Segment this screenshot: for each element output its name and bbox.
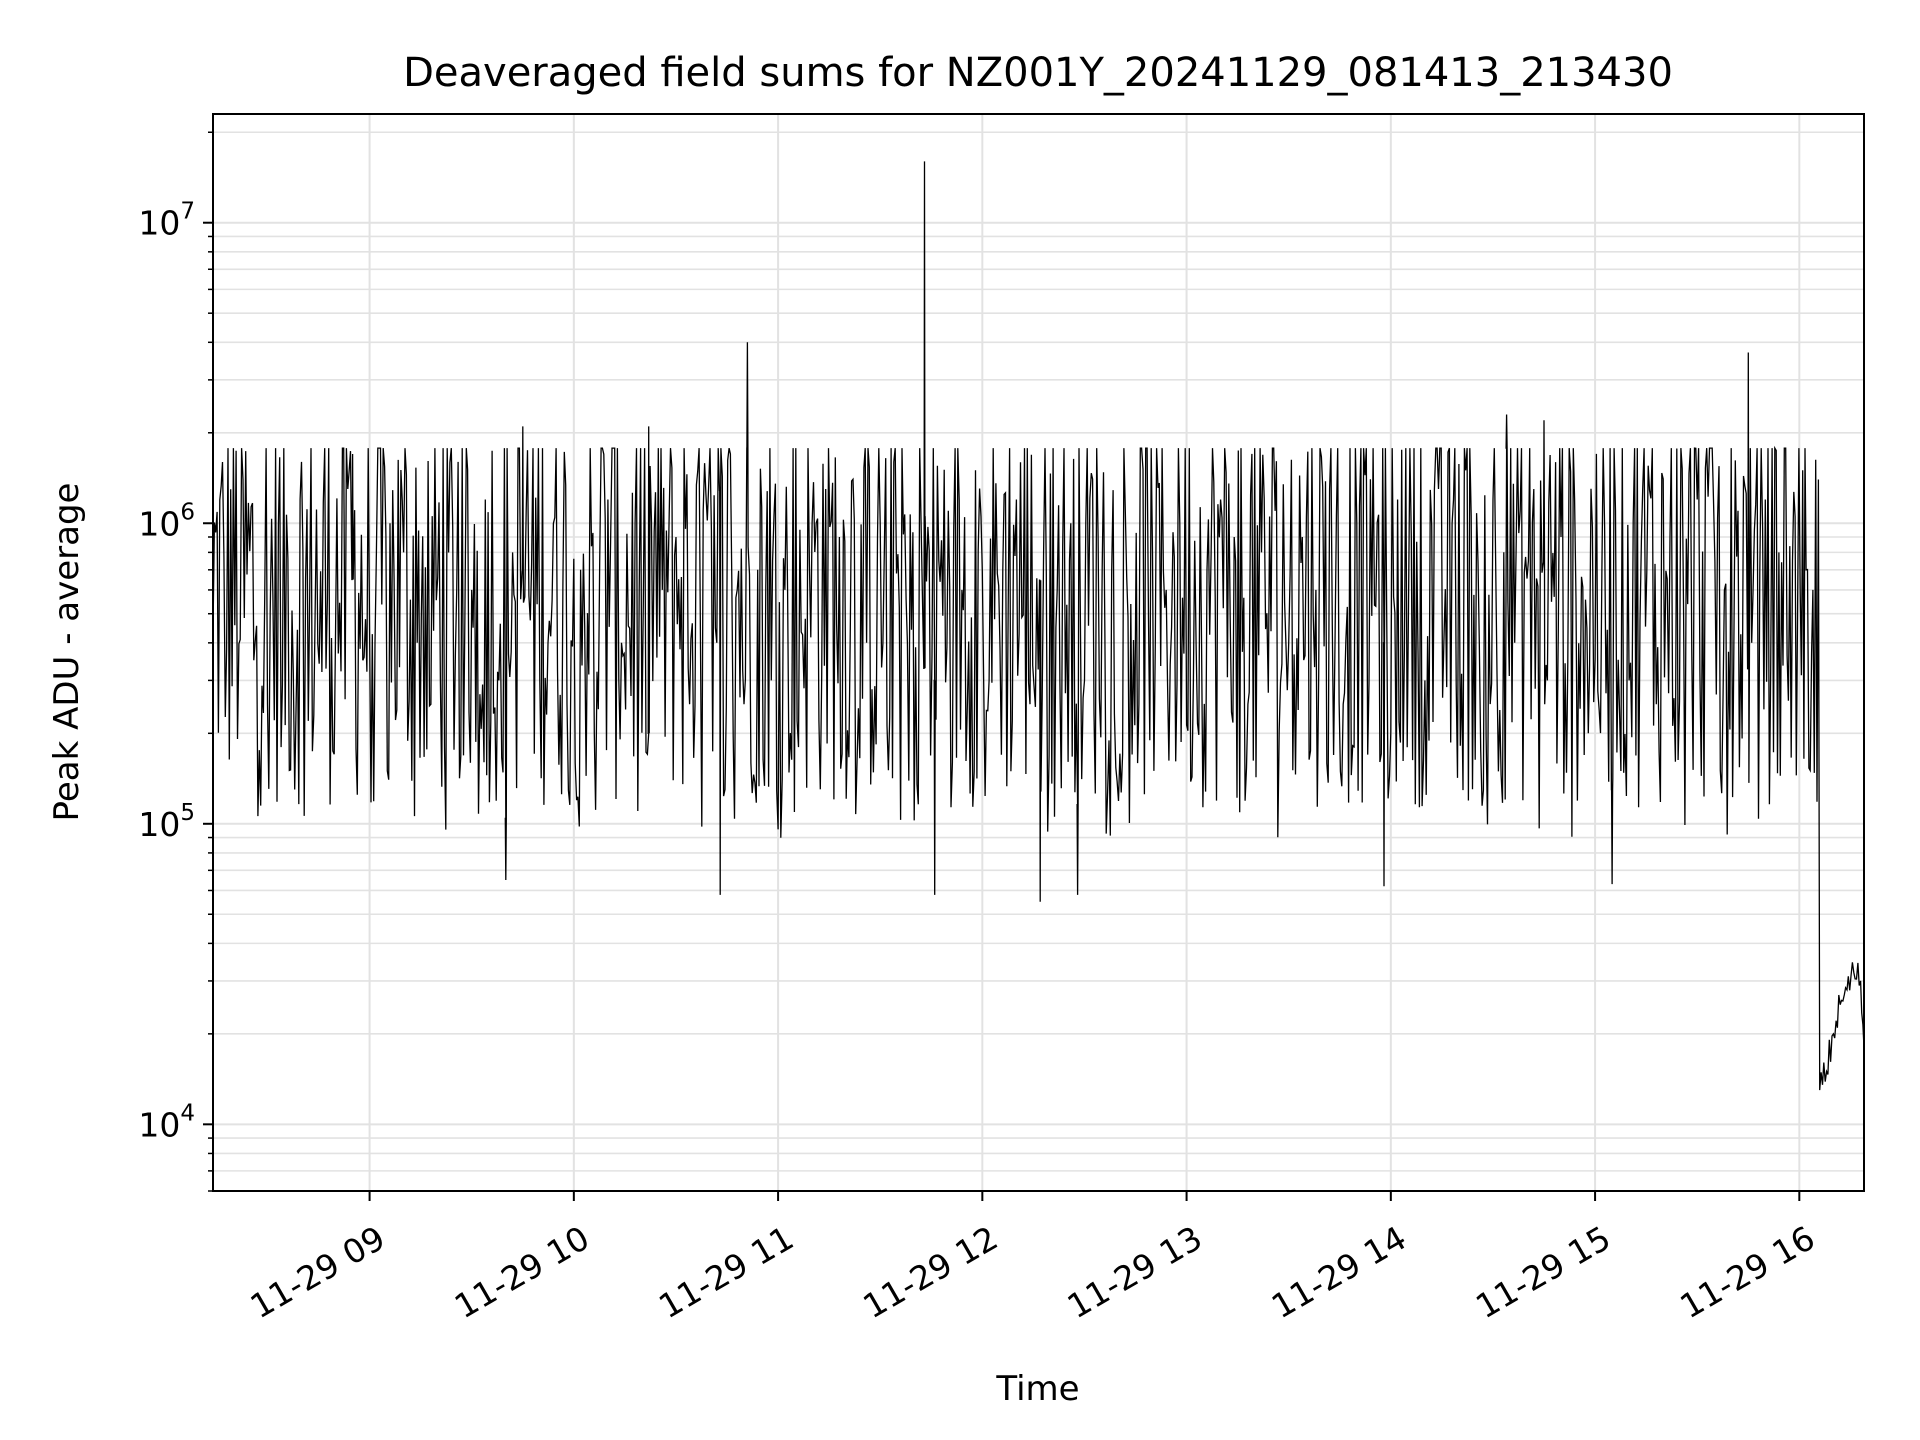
y-tick-label: 104 xyxy=(138,1100,195,1144)
y-tick-label: 106 xyxy=(138,499,195,543)
y-axis: 104 105 106 107 xyxy=(138,131,213,1192)
chart-title: Deaveraged field sums for NZ001Y_2024112… xyxy=(403,50,1673,96)
series-line xyxy=(213,161,1864,1091)
plot-area-frame xyxy=(212,113,1865,1192)
series-layer xyxy=(213,161,1864,1091)
y-axis-label: Peak ADU - average xyxy=(47,483,87,822)
y-tick-label: 105 xyxy=(138,800,195,844)
y-tick-label: 107 xyxy=(138,199,195,243)
x-axis-label: Time xyxy=(995,1369,1079,1409)
